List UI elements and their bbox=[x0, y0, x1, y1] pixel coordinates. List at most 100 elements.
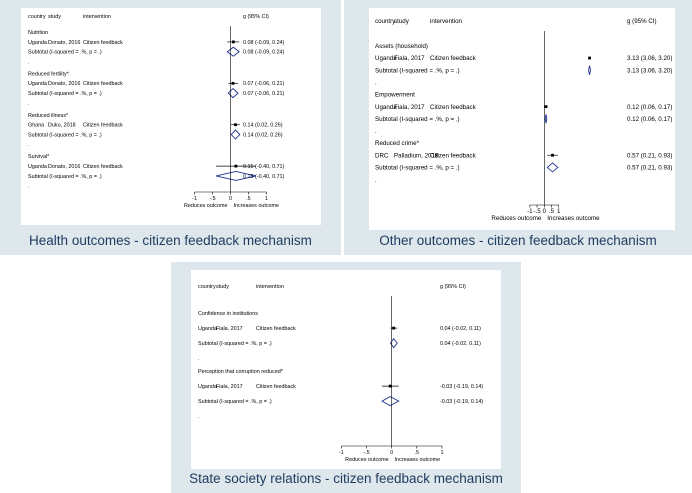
header-study: study bbox=[48, 14, 61, 20]
subtotal-estimate: 0.07 (-0.06, 0.21) bbox=[243, 91, 285, 97]
study-intervention: Citizen feedback bbox=[83, 81, 123, 87]
study-country: Uganda bbox=[28, 164, 47, 170]
forest-plot-svg-health: country study intervention g (95% CI) Nutrit… bbox=[28, 14, 285, 209]
subgroup-label: Perception that corruption reduced* bbox=[198, 369, 284, 375]
study-name: Fiala, 2017 bbox=[394, 104, 425, 111]
subtotal-diamond bbox=[381, 396, 400, 407]
x-tick-label: 1 bbox=[440, 450, 443, 456]
spacer-dot: . bbox=[375, 177, 377, 184]
point-estimate bbox=[544, 105, 548, 109]
study-country: Uganda bbox=[198, 326, 217, 332]
subtotal-label: Subtotal (I-squared = .%, p = .) bbox=[375, 67, 460, 74]
point-estimate bbox=[551, 153, 554, 157]
study-name: Palladium, 2018 bbox=[394, 152, 439, 159]
subtotal-diamond bbox=[227, 87, 239, 99]
x-tick-label: -1 bbox=[527, 208, 533, 215]
subtotal-diamond bbox=[390, 337, 398, 349]
study-estimate: 0.07 (-0.06, 0.21) bbox=[243, 81, 285, 87]
subtotal-label: Subtotal (I-squared = .%, p = .) bbox=[375, 165, 460, 172]
x-tick-label: -.5 bbox=[533, 208, 541, 215]
spacer-dot: . bbox=[198, 414, 200, 420]
study-estimate: 0.14 (0.02, 0.26) bbox=[243, 123, 283, 129]
spacer-dot: . bbox=[375, 80, 377, 87]
x-axis-right-label: Increases outcome bbox=[233, 203, 279, 209]
forest-panel-other: country study intervention g (95% CI) Assets… bbox=[344, 0, 692, 255]
header-intervention: intervention bbox=[83, 14, 111, 20]
study-country: Uganda bbox=[198, 384, 217, 390]
point-estimate bbox=[388, 384, 392, 388]
subgroup-label: Empowerment bbox=[375, 92, 415, 99]
subtotal-label: Subtotal (I-squared = .%, p = .) bbox=[28, 50, 102, 56]
subtotal-label: Subtotal (I-squared = .%, p = .) bbox=[198, 341, 272, 347]
study-estimate: 0.08 (-0.09, 0.24) bbox=[243, 40, 285, 46]
subgroup-label: Reduced crime* bbox=[375, 140, 420, 147]
x-axis-left-label: Reduces outcome bbox=[184, 203, 227, 209]
study-intervention: Citizen feedback bbox=[83, 40, 123, 46]
header-estimate: g (95% CI) bbox=[243, 14, 269, 20]
study-intervention: Citizen feedback bbox=[430, 55, 477, 62]
x-tick-label: 1 bbox=[557, 208, 561, 215]
subtotal-diamond bbox=[216, 170, 257, 181]
spacer-dot: . bbox=[28, 184, 30, 190]
study-intervention: Citizen feedback bbox=[83, 123, 123, 129]
panel-caption: State society relations - citizen feedba… bbox=[189, 471, 503, 486]
forest-panel-health: country study intervention g (95% CI) Nutrit… bbox=[0, 0, 341, 255]
study-intervention: Citizen feedback bbox=[430, 104, 477, 111]
study-intervention: Citizen feedback bbox=[256, 384, 296, 390]
header-intervention: intervention bbox=[256, 284, 284, 290]
header-intervention: intervention bbox=[430, 18, 463, 25]
subtotal-diamond bbox=[226, 46, 240, 57]
study-name: Duku, 2018 bbox=[48, 123, 76, 129]
study-name: Donato, 2016 bbox=[48, 40, 80, 46]
x-tick-label: 0 bbox=[229, 196, 232, 202]
point-estimate bbox=[588, 56, 591, 60]
subtotal-estimate: 0.15 (-0.40, 0.71) bbox=[243, 174, 285, 180]
forest-plot-health: country study intervention g (95% CI) Nutrit… bbox=[21, 8, 321, 225]
point-estimate bbox=[231, 81, 235, 85]
subtotal-diamond bbox=[544, 114, 548, 124]
subtotal-estimate: -0.03 (-0.19, 0.14) bbox=[440, 399, 483, 405]
subtotal-label: Subtotal (I-squared = .%, p = .) bbox=[28, 174, 102, 180]
x-axis-left-label: Reduces outcome bbox=[491, 215, 541, 222]
study-name: Fiala, 2017 bbox=[216, 384, 243, 390]
study-country: Uganda bbox=[375, 55, 397, 62]
study-estimate: 3.13 (3.06, 3.20) bbox=[627, 55, 672, 62]
subtotal-diamond bbox=[230, 129, 241, 140]
spacer-dot: . bbox=[28, 142, 30, 148]
x-axis-right-label: Increases outcome bbox=[547, 215, 600, 222]
study-country: Uganda bbox=[28, 81, 47, 87]
x-axis-left-label: Reduces outcome bbox=[345, 457, 388, 463]
subgroup-label: Reduced illness* bbox=[28, 113, 69, 119]
study-estimate: 0.12 (0.06, 0.17) bbox=[627, 104, 672, 111]
header-country: country bbox=[198, 284, 216, 290]
point-estimate bbox=[231, 40, 235, 44]
study-estimate: 0.04 (-0.02, 0.11) bbox=[440, 326, 481, 332]
subtotal-estimate: 0.12 (0.06, 0.17) bbox=[627, 116, 672, 123]
subtotal-estimate: 3.13 (3.06, 3.20) bbox=[627, 67, 672, 74]
header-estimate: g (95% CI) bbox=[627, 18, 657, 25]
x-tick-label: .5 bbox=[549, 208, 555, 215]
spacer-dot: . bbox=[28, 101, 30, 107]
x-tick-label: -.5 bbox=[209, 196, 215, 202]
subtotal-label: Subtotal (I-squared = .%, p = .) bbox=[375, 116, 460, 123]
study-name: Fiala, 2017 bbox=[216, 326, 243, 332]
x-axis-right-label: Increases outcome bbox=[395, 457, 441, 463]
study-name: Fiala, 2017 bbox=[394, 55, 425, 62]
x-tick-label: -1 bbox=[192, 196, 197, 202]
forest-panel-state-society: country study intervention g (95% CI) Confid… bbox=[171, 262, 521, 493]
x-tick-label: .5 bbox=[415, 450, 420, 456]
subtotal-label: Subtotal (I-squared = .%, p = .) bbox=[198, 399, 272, 405]
subgroup-label: Nutrition bbox=[28, 30, 48, 36]
subtotal-label: Subtotal (I-squared = .%, p = .) bbox=[28, 91, 102, 97]
point-estimate bbox=[392, 326, 396, 330]
subgroup-label: Assets (household) bbox=[375, 43, 428, 50]
study-country: DRC bbox=[375, 152, 389, 159]
study-name: Donato, 2016 bbox=[48, 164, 80, 170]
x-tick-label: 0 bbox=[543, 208, 547, 215]
subgroup-label: Confidence in institutions bbox=[198, 311, 258, 317]
x-tick-label: 0 bbox=[390, 450, 393, 456]
header-estimate: g (95% CI) bbox=[440, 284, 466, 290]
study-intervention: Citizen feedback bbox=[83, 164, 123, 170]
subgroup-label: Reduced fertility* bbox=[28, 71, 70, 77]
study-country: Uganda bbox=[375, 104, 397, 111]
